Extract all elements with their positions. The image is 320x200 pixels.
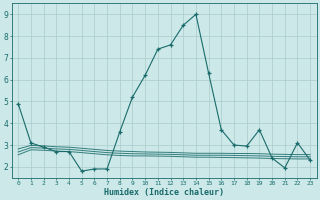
X-axis label: Humidex (Indice chaleur): Humidex (Indice chaleur) <box>104 188 224 197</box>
